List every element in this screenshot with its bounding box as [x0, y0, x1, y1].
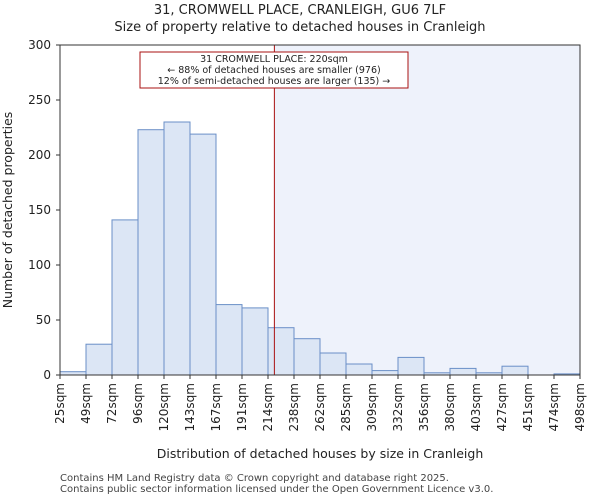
annotation-box: 31 CROMWELL PLACE: 220sqm ← 88% of detac… [139, 51, 409, 89]
x-tick-label: 214sqm [261, 383, 275, 431]
x-tick-label: 498sqm [573, 383, 587, 431]
y-axis-label: Number of detached properties [0, 112, 15, 309]
annotation-border [139, 51, 409, 89]
bar-332sqm [397, 356, 425, 376]
y-tick-label: 100 [28, 258, 51, 272]
x-tick-label: 191sqm [235, 383, 249, 431]
y-tick-label: 0 [43, 368, 51, 382]
x-tick-label: 427sqm [495, 383, 509, 431]
x-tick-label: 332sqm [391, 383, 405, 431]
annotation-line-2: ← 88% of detached houses are smaller (97… [167, 65, 380, 76]
annotation-line-3: 12% of semi-detached houses are larger (… [158, 76, 391, 87]
y-tick-label: 250 [28, 93, 51, 107]
bar-309sqm [371, 370, 399, 376]
bar-96sqm [137, 129, 165, 376]
bar-285sqm [345, 363, 373, 376]
y-tick-label: 200 [28, 148, 51, 162]
x-axis-label: Distribution of detached houses by size … [157, 446, 484, 461]
x-tick-label: 309sqm [365, 383, 379, 431]
x-tick-label: 403sqm [469, 383, 483, 431]
bar-238sqm [293, 338, 321, 376]
bar-167sqm [215, 304, 243, 376]
bar-214sqm [267, 327, 295, 376]
x-tick-label: 356sqm [417, 383, 431, 431]
x-tick-label: 49sqm [79, 383, 93, 424]
x-tick-label: 238sqm [287, 383, 301, 431]
bar-380sqm [449, 367, 477, 376]
bar-427sqm [501, 365, 529, 376]
x-tick-label: 143sqm [183, 383, 197, 431]
footer-line-1: Contains HM Land Registry data © Crown c… [60, 473, 449, 484]
chart-title: 31, CROMWELL PLACE, CRANLEIGH, GU6 7LF [153, 3, 447, 18]
bar-262sqm [319, 352, 347, 376]
y-tick-label: 50 [36, 313, 51, 327]
x-tick-label: 380sqm [443, 383, 457, 431]
x-tick-label: 120sqm [157, 383, 171, 431]
bar-49sqm [85, 343, 113, 376]
x-tick-label: 451sqm [521, 383, 535, 431]
annotation-line-1: 31 CROMWELL PLACE: 220sqm [200, 54, 348, 65]
x-tick-label: 285sqm [339, 383, 353, 431]
x-tick-label: 262sqm [313, 383, 327, 431]
footer-line-2: Contains public sector information licen… [60, 484, 494, 495]
y-tick-label: 300 [28, 38, 51, 52]
x-tick-label: 25sqm [53, 383, 67, 424]
x-tick-label: 72sqm [105, 383, 119, 424]
larger-properties-region [274, 45, 580, 375]
y-tick-label: 150 [28, 203, 51, 217]
bar-120sqm [163, 121, 191, 376]
bar-72sqm [111, 219, 139, 376]
x-tick-label: 474sqm [547, 383, 561, 431]
x-tick-label: 167sqm [209, 383, 223, 431]
x-tick-label: 96sqm [131, 383, 145, 424]
bar-143sqm [189, 133, 217, 376]
bar-191sqm [241, 307, 269, 376]
chart-subtitle: Size of property relative to detached ho… [114, 20, 486, 35]
